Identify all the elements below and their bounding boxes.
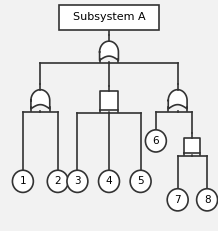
Polygon shape (31, 90, 50, 109)
Circle shape (12, 170, 33, 192)
Text: 7: 7 (174, 195, 181, 205)
Text: Subsystem A: Subsystem A (73, 12, 145, 22)
Circle shape (167, 189, 188, 211)
Circle shape (130, 170, 151, 192)
Text: 8: 8 (204, 195, 210, 205)
Polygon shape (100, 91, 118, 110)
Text: 3: 3 (74, 176, 81, 186)
FancyBboxPatch shape (59, 5, 159, 30)
Text: 5: 5 (137, 176, 144, 186)
Polygon shape (100, 41, 118, 60)
Text: 6: 6 (153, 136, 159, 146)
Circle shape (67, 170, 88, 192)
Polygon shape (184, 138, 200, 153)
Circle shape (99, 170, 119, 192)
Circle shape (47, 170, 68, 192)
Text: 1: 1 (20, 176, 26, 186)
Text: 4: 4 (106, 176, 112, 186)
Circle shape (197, 189, 218, 211)
Circle shape (145, 130, 166, 152)
Polygon shape (168, 90, 187, 109)
Text: 2: 2 (54, 176, 61, 186)
